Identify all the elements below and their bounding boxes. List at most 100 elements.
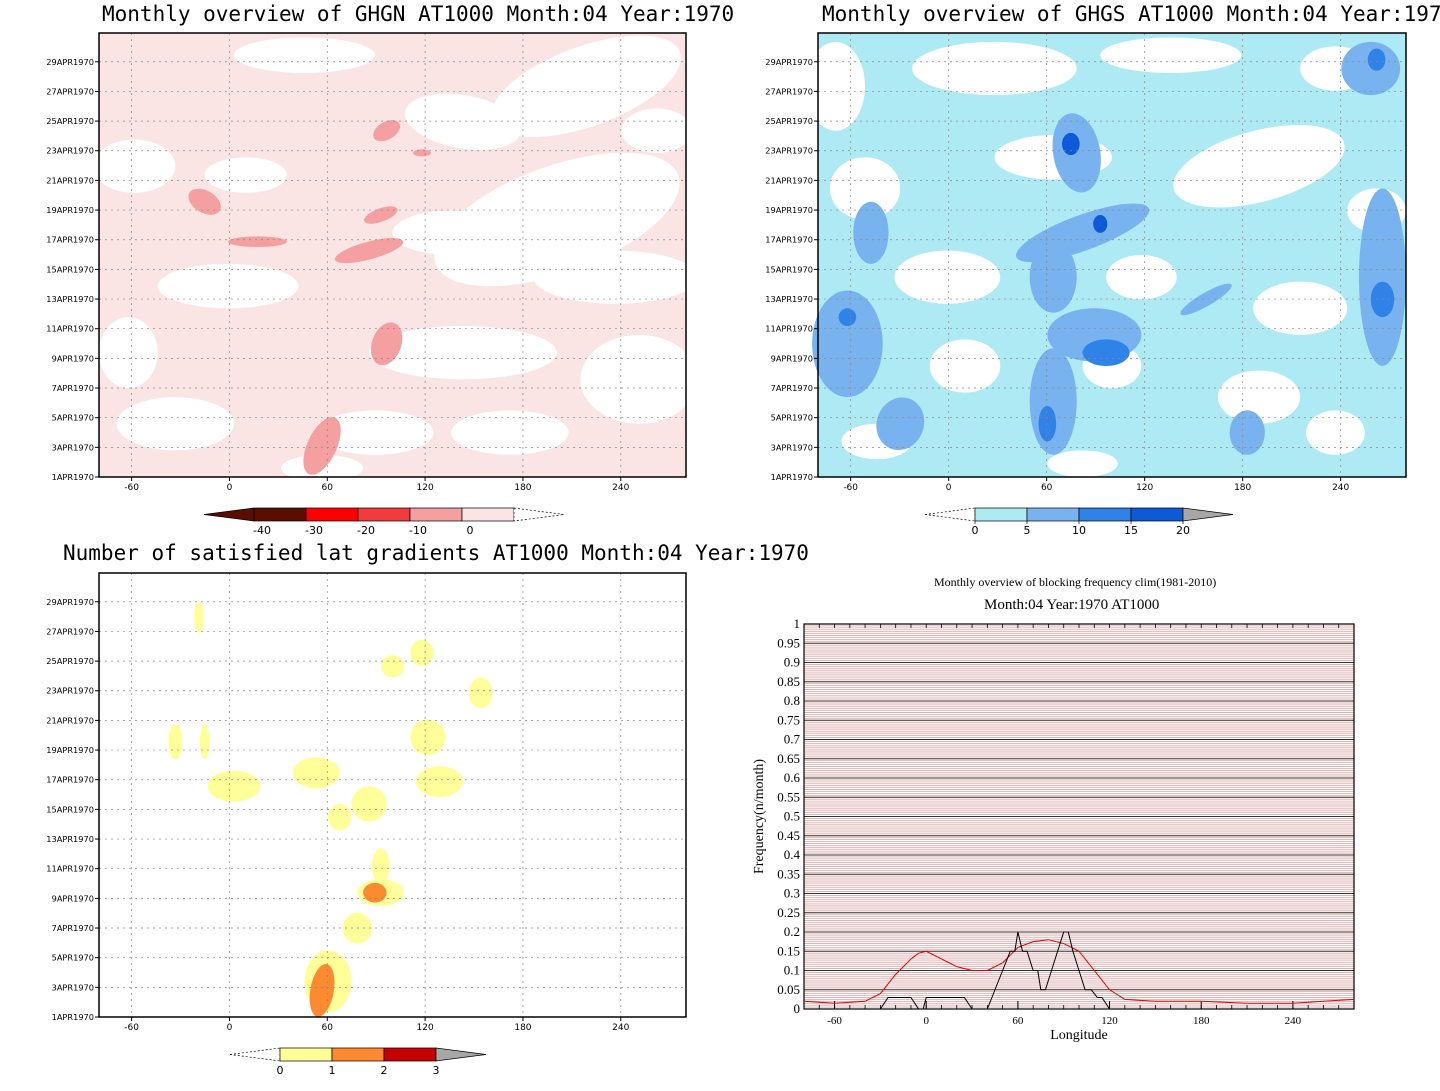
y-tick-label: 0.55 (777, 789, 800, 804)
field-contour (363, 882, 387, 903)
lat-chart: -60 0 60 120 180 2401APR19703APR19705APR19707… (46, 572, 687, 1077)
x-tick-label: 60 (1041, 483, 1053, 493)
y-tick-label: 11APR1970 (46, 865, 94, 874)
y-tick-label: 13APR1970 (46, 835, 94, 844)
y-tick-label: 3APR1970 (771, 443, 813, 452)
colorbar-label: 2 (381, 1064, 388, 1077)
field-contour (309, 964, 335, 1017)
y-tick-label: 25APR1970 (765, 117, 813, 126)
ghgs-chart: -60 0 60 120 180 240 1APR1970 3APR1970 5APR1970 7… (765, 32, 1407, 537)
y-tick-label: 21APR1970 (46, 716, 94, 725)
lat-title: Number of satisfied lat gradients AT1000… (63, 541, 809, 565)
colorbar-segment (305, 507, 359, 522)
field-contour (838, 308, 857, 327)
y-tick-label: 0.4 (784, 847, 801, 862)
y-tick-label: 17APR1970 (765, 236, 813, 245)
y-tick-label: 23APR1970 (46, 687, 94, 696)
y-tick-label: 15APR1970 (765, 265, 813, 274)
y-tick-label: 5APR1970 (52, 954, 94, 963)
colorbar-label: -20 (357, 524, 375, 537)
field-contour (410, 719, 446, 756)
colorbar-upper-extension (435, 1047, 487, 1062)
y-tick-label: 5APR1970 (771, 414, 813, 423)
y-tick-label: 0.05 (777, 982, 800, 997)
y-tick-label: 0 (794, 1001, 801, 1016)
y-tick-label: 0.2 (784, 924, 800, 939)
field-contour (292, 757, 340, 789)
y-tick-label: 17APR1970 (46, 236, 94, 245)
field-contour (188, 188, 221, 215)
x-tick-label: 180 (514, 483, 531, 493)
climatology-frequency-line (803, 939, 1355, 1004)
blocking-subtitle: Month:04 Year:1970 AT1000 (984, 597, 1160, 613)
colorbar-label: 20 (1176, 524, 1190, 537)
field-contour (204, 157, 287, 193)
colorbar-upper-extension (513, 507, 565, 522)
y-tick-label: 13APR1970 (46, 295, 94, 304)
y-tick-label: 7APR1970 (52, 924, 94, 933)
plot-background (99, 573, 686, 1017)
field-contour (894, 250, 1001, 304)
y-tick-label: 0.1 (784, 963, 800, 978)
x-tick-label: 120 (417, 1023, 434, 1033)
y-tick-label: 0.3 (784, 886, 800, 901)
colorbar-label: 5 (1024, 524, 1031, 537)
field-contour (413, 149, 431, 157)
y-tick-label: 0.6 (784, 770, 801, 785)
colorbar-segment (357, 507, 411, 522)
y-tick-label: 0.95 (777, 635, 800, 650)
field-contour (93, 139, 176, 193)
y-tick-label: 25APR1970 (46, 657, 94, 666)
y-tick-label: 13APR1970 (765, 295, 813, 304)
field-contour (812, 290, 883, 398)
field-contour (392, 210, 510, 255)
colorbar-segment (409, 507, 463, 522)
y-tick-label: 23APR1970 (46, 147, 94, 156)
y-tick-label: 0.7 (784, 732, 801, 747)
y-tick-label: 15APR1970 (46, 265, 94, 274)
colorbar-segment (279, 1047, 333, 1062)
field-contour (116, 397, 235, 451)
plot-frame (817, 32, 1407, 478)
x-tick-label: 60 (322, 483, 334, 493)
colorbar-label: -10 (409, 524, 427, 537)
y-tick-label: 9APR1970 (52, 894, 94, 903)
x-tick-label: -60 (124, 483, 139, 493)
y-tick-label: 17APR1970 (46, 776, 94, 785)
x-tick-label: 180 (1193, 1015, 1210, 1027)
field-contour (410, 639, 434, 667)
field-contour (1038, 405, 1057, 442)
field-contour (1082, 339, 1130, 366)
y-tick-label: 1APR1970 (52, 473, 94, 482)
colorbar-lower-extension (229, 1047, 281, 1062)
field-contour (207, 770, 261, 802)
colorbar-label: 15 (1124, 524, 1138, 537)
field-contour (228, 236, 287, 248)
field-contour (194, 601, 204, 633)
field-contour (351, 786, 387, 822)
y-tick-label: 0.45 (777, 828, 800, 843)
x-tick-label: 240 (1332, 483, 1349, 493)
y-tick-label: 19APR1970 (46, 746, 94, 755)
colorbar-segment (1026, 507, 1080, 522)
field-contour (468, 677, 493, 709)
field-contour (373, 120, 401, 142)
field-contour (1100, 37, 1242, 73)
x-tick-label: 0 (227, 483, 233, 493)
field-contour (1358, 188, 1406, 366)
ghgs-title: Monthly overview of GHGS AT1000 Month:04… (822, 2, 1440, 26)
plot-frame (98, 32, 687, 478)
field-contour (157, 263, 299, 309)
field-contour (99, 317, 158, 389)
y-tick-label: 11APR1970 (765, 325, 813, 334)
field-contour (334, 238, 404, 264)
field-contour (621, 108, 692, 153)
colorbar-segment (1130, 507, 1184, 522)
field-contour (1367, 48, 1386, 71)
field-contour (876, 397, 925, 451)
y-tick-label: 29APR1970 (46, 58, 94, 67)
y-tick-label: 3APR1970 (52, 443, 94, 452)
y-tick-label: 5APR1970 (52, 414, 94, 423)
y-tick-label: 27APR1970 (765, 87, 813, 96)
field-contour (380, 655, 405, 678)
